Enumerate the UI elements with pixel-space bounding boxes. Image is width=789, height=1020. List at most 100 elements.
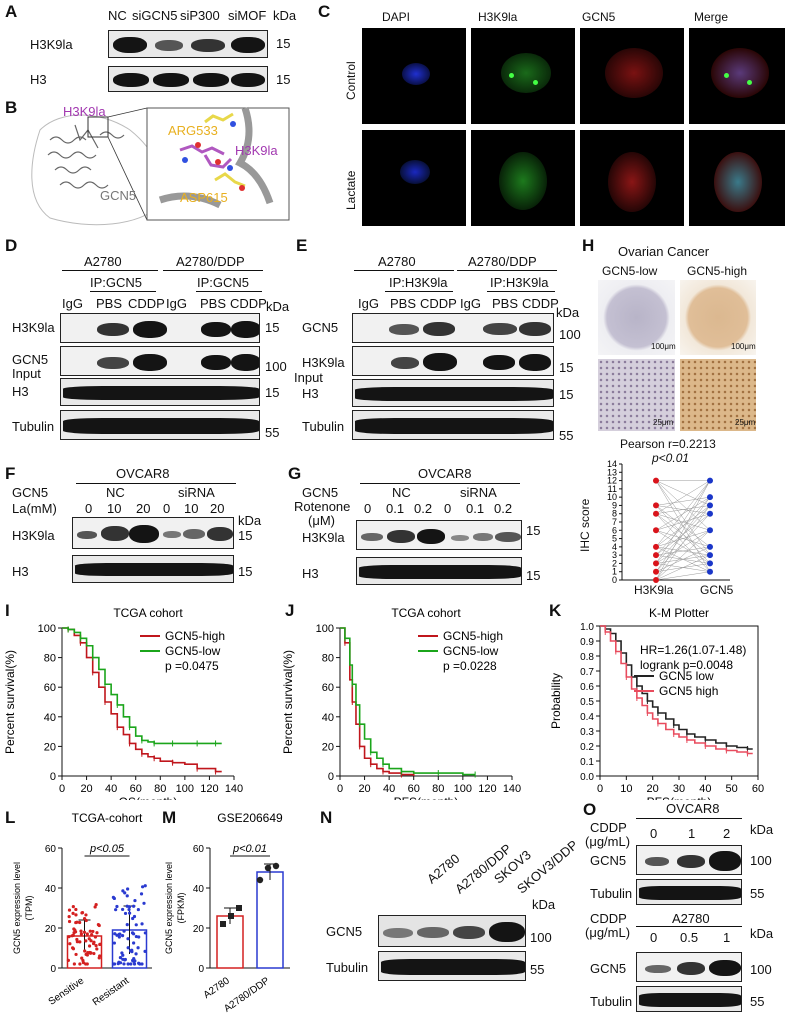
panel-label-c: C <box>318 2 331 21</box>
data-point <box>98 942 102 947</box>
data-point <box>132 957 136 961</box>
row-label: Input <box>12 366 41 381</box>
data-point <box>67 908 72 912</box>
gcn5-point <box>707 560 713 567</box>
y-axis-unit: (FPKM) <box>176 893 186 924</box>
data-point <box>256 876 264 884</box>
data-point <box>125 922 129 927</box>
asp615-label: ASP615 <box>180 190 228 205</box>
survival-chart-k: K-M Plotter 0 10 20 30 40 50 60 0.0 0.1 0.2 0.3 0.4 0… <box>549 606 764 800</box>
pair-line <box>655 480 711 506</box>
data-point <box>92 940 96 944</box>
data-point <box>132 914 137 919</box>
western-blot <box>60 378 260 406</box>
data-point <box>134 934 138 939</box>
kda-label: kDa <box>532 897 556 912</box>
panel-label-n: N <box>320 808 333 827</box>
mw-marker: 15 <box>526 568 541 583</box>
western-blot <box>72 517 234 549</box>
data-point <box>93 935 98 939</box>
y-tick-label: 0.6 <box>580 682 594 693</box>
pair-line <box>655 480 711 556</box>
x-tick-label: H3K9la <box>634 583 674 597</box>
panel-label-a: A <box>5 2 18 21</box>
data-point <box>71 911 75 915</box>
arg533-label: ARG533 <box>168 123 218 138</box>
lane-label: IgG <box>62 296 83 311</box>
x-tick-label: 20 <box>358 783 370 795</box>
mw-marker: 15 <box>526 523 541 538</box>
chart-title: K-M Plotter <box>649 606 709 620</box>
panel-label-l: L <box>5 808 16 827</box>
y-tick-label: 8 <box>612 509 617 519</box>
mw-marker: 100 <box>750 853 772 868</box>
dose-label: 0.1 <box>466 501 485 516</box>
group-label: siRNA <box>460 485 497 500</box>
y-tick-label: 4 <box>612 542 617 552</box>
scale-bar-label: 25μm <box>735 418 756 427</box>
y-tick-label: 10 <box>607 492 617 502</box>
row-label: Input <box>294 370 323 385</box>
data-point <box>74 913 78 917</box>
pair-line <box>655 480 711 531</box>
dose-label: 0 <box>444 501 452 516</box>
data-point <box>126 946 130 950</box>
x-tick-label: Sensitive <box>47 975 87 1008</box>
data-point <box>133 898 137 903</box>
cell-line-label: OVCAR8 <box>418 466 472 481</box>
western-blot-h3k9la <box>108 30 268 58</box>
x-tick-label: 140 <box>503 783 521 795</box>
data-point <box>136 946 140 950</box>
micrograph <box>362 130 466 226</box>
bar-chart-l: TCGA-cohort 0 20 40 60 GCN5 expression level(… <box>12 811 152 1008</box>
kda-label: kDa <box>238 513 262 528</box>
data-point <box>142 901 146 905</box>
y-tick-label: 100 <box>38 623 56 635</box>
kda-label: kDa <box>273 8 297 23</box>
data-point <box>87 944 92 948</box>
x-tick-label: 20 <box>80 783 92 795</box>
data-point <box>75 940 79 944</box>
x-tick-label: 0 <box>337 783 343 795</box>
micrograph <box>362 28 466 124</box>
dose-label: 0.1 <box>386 501 405 516</box>
row-label: GCN5 <box>590 853 627 868</box>
y-tick-label: 20 <box>45 924 57 935</box>
y-tick-label: 0 <box>50 771 56 783</box>
ip-label: IP:GCN5 <box>197 275 250 290</box>
x-tick-label: 60 <box>408 783 420 795</box>
data-point <box>88 950 92 955</box>
row-label: (μM) <box>308 513 335 528</box>
mw-marker: 55 <box>559 428 574 443</box>
panel-label-o: O <box>583 800 597 819</box>
dose-label: 0 <box>650 930 658 945</box>
y-tick-label: 60 <box>44 682 56 694</box>
data-point <box>83 949 87 953</box>
h3k9la-point <box>653 477 659 484</box>
row-label: GCN5 <box>326 924 363 939</box>
data-point <box>115 933 119 937</box>
scale-bar-label: 25μm <box>653 418 674 427</box>
panel-label-g: G <box>288 464 302 483</box>
ihc-zoom-image <box>598 359 675 431</box>
y-tick-label: 20 <box>322 741 334 753</box>
x-tick-label: 100 <box>454 783 472 795</box>
pair-line <box>655 563 711 572</box>
dose-label: 0.2 <box>414 501 433 516</box>
panel-label-d: D <box>5 236 18 255</box>
cell-line-label: OVCAR8 <box>116 466 170 481</box>
dose-label: 20 <box>136 501 151 516</box>
ihc-group-low: GCN5-low <box>602 264 658 278</box>
dose-label: 1 <box>688 826 696 841</box>
ihc-title: Ovarian Cancer <box>618 244 710 259</box>
column-header: Merge <box>694 10 729 24</box>
data-point <box>78 940 82 944</box>
pair-line <box>655 530 711 581</box>
row-label: Rotenone <box>294 499 351 514</box>
ihc-core-image <box>680 280 756 355</box>
h3k9la-point <box>653 568 659 575</box>
ihc-zoom-image <box>680 359 756 431</box>
y-tick-label: 0 <box>328 771 334 783</box>
pair-line <box>655 480 711 572</box>
y-tick-label: 60 <box>322 682 334 694</box>
